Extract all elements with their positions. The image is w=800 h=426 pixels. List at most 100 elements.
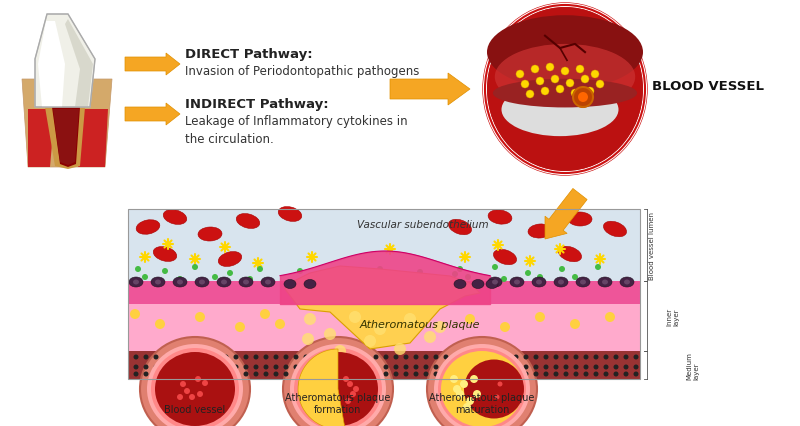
Circle shape — [303, 371, 309, 377]
Ellipse shape — [558, 247, 582, 262]
Bar — [128, 351, 640, 379]
Ellipse shape — [487, 16, 643, 90]
Circle shape — [374, 371, 378, 377]
Circle shape — [546, 64, 554, 72]
Circle shape — [574, 371, 578, 377]
Circle shape — [394, 355, 398, 360]
Ellipse shape — [218, 252, 242, 267]
Circle shape — [350, 391, 356, 397]
Ellipse shape — [243, 280, 249, 285]
Circle shape — [536, 78, 544, 86]
Circle shape — [374, 355, 378, 360]
Ellipse shape — [173, 277, 187, 287]
Circle shape — [573, 88, 593, 108]
Polygon shape — [45, 108, 85, 170]
Circle shape — [303, 355, 309, 360]
Circle shape — [154, 355, 158, 360]
Ellipse shape — [140, 337, 250, 426]
Circle shape — [323, 371, 329, 377]
Circle shape — [534, 365, 538, 370]
Circle shape — [197, 391, 203, 397]
Ellipse shape — [536, 280, 542, 285]
Ellipse shape — [133, 280, 139, 285]
Circle shape — [492, 265, 498, 271]
Ellipse shape — [494, 250, 517, 265]
Circle shape — [337, 271, 343, 277]
Circle shape — [603, 371, 609, 377]
Circle shape — [283, 371, 289, 377]
Circle shape — [214, 355, 218, 360]
Ellipse shape — [304, 280, 316, 289]
Ellipse shape — [487, 8, 643, 172]
FancyArrow shape — [390, 74, 470, 106]
Circle shape — [283, 355, 289, 360]
Circle shape — [183, 355, 189, 360]
Circle shape — [297, 268, 303, 274]
Ellipse shape — [221, 280, 227, 285]
Circle shape — [591, 71, 599, 79]
Circle shape — [503, 365, 509, 370]
Circle shape — [453, 385, 461, 393]
Circle shape — [594, 365, 598, 370]
Circle shape — [556, 86, 564, 94]
Circle shape — [473, 390, 481, 398]
Circle shape — [163, 355, 169, 360]
Circle shape — [214, 371, 218, 377]
Circle shape — [535, 312, 545, 322]
Circle shape — [586, 88, 594, 96]
Circle shape — [247, 276, 253, 282]
Text: Vascular subendothelium: Vascular subendothelium — [357, 219, 488, 230]
Ellipse shape — [177, 280, 183, 285]
Polygon shape — [28, 110, 55, 167]
Ellipse shape — [434, 344, 530, 426]
Circle shape — [543, 365, 549, 370]
Circle shape — [354, 355, 358, 360]
Circle shape — [353, 386, 359, 392]
Circle shape — [223, 365, 229, 370]
Ellipse shape — [136, 221, 160, 234]
Polygon shape — [285, 266, 480, 349]
Circle shape — [541, 88, 549, 96]
Text: Atheromatous plaque
maturation: Atheromatous plaque maturation — [430, 392, 534, 414]
Circle shape — [343, 376, 349, 382]
Circle shape — [474, 365, 478, 370]
Circle shape — [303, 365, 309, 370]
Circle shape — [594, 371, 598, 377]
Ellipse shape — [514, 280, 520, 285]
Circle shape — [537, 274, 543, 280]
Circle shape — [494, 355, 498, 360]
Circle shape — [263, 355, 269, 360]
Circle shape — [583, 355, 589, 360]
Ellipse shape — [283, 337, 393, 426]
Circle shape — [223, 371, 229, 377]
Ellipse shape — [528, 224, 552, 239]
Ellipse shape — [493, 80, 637, 108]
Circle shape — [202, 380, 208, 386]
Circle shape — [554, 355, 558, 360]
Circle shape — [514, 355, 518, 360]
Circle shape — [466, 397, 474, 405]
Circle shape — [403, 371, 409, 377]
Circle shape — [174, 371, 178, 377]
Circle shape — [135, 266, 141, 272]
Circle shape — [294, 371, 298, 377]
Circle shape — [563, 365, 569, 370]
Circle shape — [465, 274, 471, 280]
Text: Blood vessel lumen: Blood vessel lumen — [649, 211, 655, 279]
Text: INDIRECT Pathway:: INDIRECT Pathway: — [185, 98, 329, 111]
Circle shape — [434, 321, 446, 333]
Circle shape — [314, 371, 318, 377]
Circle shape — [243, 365, 249, 370]
Ellipse shape — [598, 277, 612, 287]
Circle shape — [154, 365, 158, 370]
Text: Blood vessel: Blood vessel — [164, 404, 226, 414]
Bar — [128, 304, 640, 351]
Circle shape — [570, 319, 580, 329]
Circle shape — [324, 328, 336, 340]
Text: Inner
layer: Inner layer — [666, 307, 679, 325]
Circle shape — [203, 355, 209, 360]
Ellipse shape — [298, 352, 378, 426]
Circle shape — [583, 371, 589, 377]
Circle shape — [514, 365, 518, 370]
Circle shape — [494, 394, 499, 400]
